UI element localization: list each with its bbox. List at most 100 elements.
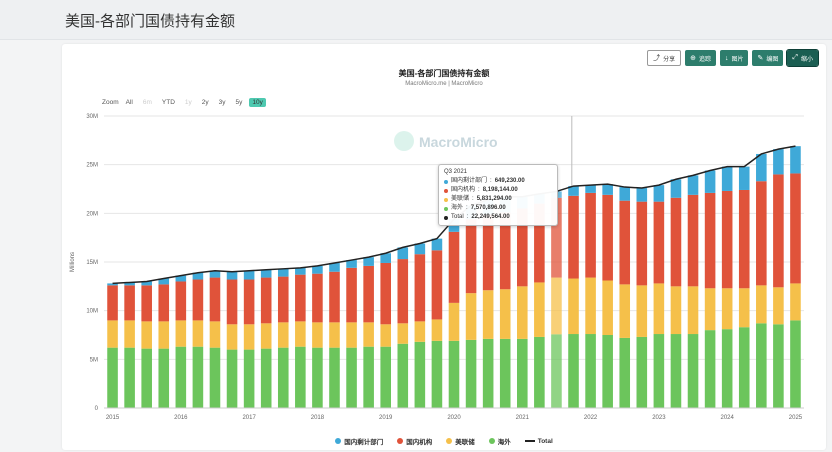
bar-segment [756,153,767,182]
bar-segment [329,262,340,272]
tooltip-series-name: 美联储 [451,196,470,202]
series-dot-icon [444,197,448,202]
bar-segment [721,166,733,191]
legend-item[interactable]: 国内机构 [397,436,432,446]
tooltip-series-value: 7,570,896.00 [470,205,506,211]
bar-segment [192,272,204,280]
chart-subtitle: MacroMicro.me | MacroMicro [405,81,483,87]
bar-segment [192,279,204,321]
bar-segment [346,347,357,408]
bar-segment [260,348,272,408]
range-2y-button[interactable]: 2y [201,99,209,106]
bar-segment [738,189,750,289]
tooltip-series-name: 国内剩计部门 [451,178,488,184]
bar-segment [414,321,426,342]
chart-legend: 国内剩计部门 国内机构 美联储 海外 Total [62,436,826,446]
shrink-button[interactable]: ⤢ 缩小 [786,49,819,67]
tooltip-series-value: 649,230.00 [494,178,525,184]
download-icon: ↓ [724,54,729,62]
series-dot-icon [444,188,448,193]
bar-segment [670,197,682,287]
legend-item[interactable]: 美联储 [446,436,475,446]
edit-button[interactable]: ✎ 编图 [752,50,784,66]
bar-segment [158,348,170,408]
bar-segment [363,346,374,408]
bar-segment [790,146,801,174]
bar-segment [141,348,152,408]
bar-segment [226,324,238,350]
range-6m-button[interactable]: 6m [142,99,152,106]
range-selector: Zoom All 6m YTD 1y 2y 3y 5y 10y [102,98,266,107]
bar-segment [704,192,716,289]
bar-segment [756,323,767,408]
range-3y-button[interactable]: 3y [218,99,226,106]
bar-segment [619,200,631,285]
tooltip-row: 国内剩计部门:649,230.00 [444,177,552,186]
bar-segment [602,194,613,281]
y-tick-label: 0 [95,406,99,412]
bar-segment [141,281,152,286]
bar-segment [499,338,511,408]
bar-segment [209,270,221,278]
legend-item[interactable]: 海外 [488,436,511,446]
legend-dot-icon [335,438,342,444]
bar-segment [636,285,648,337]
legend-line-icon [524,440,535,442]
bar-segment [602,335,613,408]
bar-segment [295,346,306,408]
bar-segment [260,323,272,349]
bar-segment [312,273,323,323]
chart-tooltip: Q3 2021 国内剩计部门:649,230.00 国内机构:8,198,144… [438,164,558,226]
range-ytd-button[interactable]: YTD [161,99,175,106]
bar-segment [141,285,152,322]
bar-segment [448,302,460,341]
image-button[interactable]: ↓ 图片 [719,50,749,66]
bar-segment [243,270,255,280]
track-button[interactable]: ⊕ 追踪 [685,50,716,66]
bar-segment [175,346,187,408]
series-dot-icon [444,215,448,220]
legend-item[interactable]: Total [524,436,553,446]
range-10y-button[interactable]: 10y [249,98,266,107]
chart-card: ⤴ 分享 ⊕ 追踪 ↓ 图片 ✎ 编图 ⤢ 缩小 美国-各部门国债持有金额 MacroMi… [62,44,826,450]
bar-segment [192,320,204,347]
y-axis-label: Millions [70,252,76,272]
bar-segment [226,349,238,408]
bar-segment [551,277,562,335]
bar-segment [773,324,784,408]
bar-segment [517,338,528,408]
bar-segment [653,283,665,335]
x-tick-label: 2020 [447,415,461,421]
stacked-bar-chart[interactable]: 0 5M 10M 15M 20M 25M 30M Millions MacroMicro 2015… [62,44,826,450]
bar-segment [619,187,631,201]
range-1y-button[interactable]: 1y [184,99,192,106]
bar-segment [329,347,340,408]
bar-segment [175,320,187,347]
bar-segment [363,257,374,266]
bar-segment [312,265,323,274]
bar-segment [295,321,306,347]
tooltip-date: Q3 2021 [444,169,468,175]
tooltip-row: 美联储:5,831,294.00 [444,195,552,204]
bar-segment [397,247,409,260]
bar-segment [687,175,699,195]
bar-segment [619,284,631,338]
bar-segment [517,286,528,339]
bar-segment [636,188,648,202]
legend-label: 海外 [497,439,511,446]
range-5y-button[interactable]: 5y [235,99,243,106]
bar-segment [704,330,716,408]
bar-segment [141,321,152,349]
y-tick-label: 30M [86,114,98,120]
tooltip-series-value: 8,198,144.00 [482,187,518,193]
legend-item[interactable]: 国内剩计部门 [335,436,383,446]
bar-segment [107,320,118,348]
bar-segment [790,320,801,408]
range-all-button[interactable]: All [125,99,133,106]
bar-segment [773,149,784,175]
bar-segment [687,286,699,335]
legend-label: 国内剩计部门 [344,439,384,446]
x-tick-label: 2018 [311,415,325,421]
share-button[interactable]: ⤴ 分享 [647,50,682,66]
bar-segment [260,277,272,324]
